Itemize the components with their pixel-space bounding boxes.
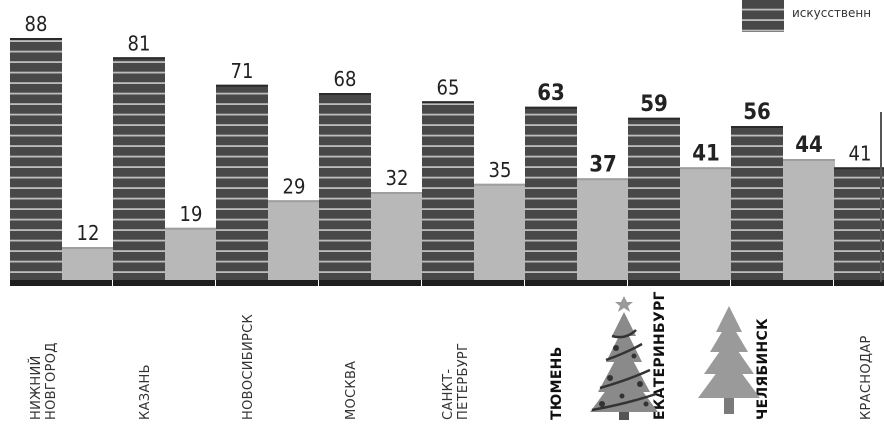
bar-series-2 bbox=[577, 178, 629, 280]
data-label: 68 bbox=[334, 67, 357, 91]
bar-series-1 bbox=[10, 38, 62, 280]
bar-series-1 bbox=[525, 106, 577, 280]
baseline-segment bbox=[216, 280, 318, 286]
bars-group: 88 12 81 19 71 29 68 32 65 35 63 37 59 41 56 44 41 bbox=[10, 12, 884, 286]
bar-series-1 bbox=[628, 117, 680, 280]
baseline-segment bbox=[628, 280, 730, 286]
category-label-line: КАЗАНЬ bbox=[138, 364, 153, 420]
data-label: 44 bbox=[795, 133, 823, 158]
bar-series-2 bbox=[268, 200, 320, 280]
bar-top-edge bbox=[113, 57, 165, 60]
category-label: НОВОСИБИРСК bbox=[241, 314, 256, 420]
data-label: 35 bbox=[489, 158, 512, 182]
bar-top-edge bbox=[628, 117, 680, 120]
category-label: КАЗАНЬ bbox=[138, 364, 153, 420]
category-label-line: ТЮМЕНЬ bbox=[549, 346, 565, 420]
bar-top-edge bbox=[422, 101, 474, 104]
bar-top-edge bbox=[731, 126, 783, 128]
bar-series-2 bbox=[680, 167, 732, 280]
bar-top-edge bbox=[10, 38, 62, 40]
bar-top-edge bbox=[834, 167, 884, 170]
bar-top-edge bbox=[783, 159, 835, 161]
category-label: ЧЕЛЯБИНСК bbox=[755, 318, 771, 420]
category-label-line: МОСКВА bbox=[344, 361, 359, 420]
data-label: 88 bbox=[25, 12, 48, 36]
bar-top-edge bbox=[525, 106, 577, 109]
partial-bar-edge bbox=[880, 112, 882, 282]
category-label-line: ЕКАТЕРИНБУРГ bbox=[652, 291, 668, 420]
data-label: 59 bbox=[640, 92, 668, 117]
category-label: САНКТ- ПЕТЕРБУРГ bbox=[441, 343, 471, 420]
data-label: 19 bbox=[180, 202, 203, 226]
data-label: 29 bbox=[283, 174, 306, 198]
category-label: МОСКВА bbox=[344, 361, 359, 420]
baseline-segment bbox=[731, 280, 833, 286]
category-label-line: САНКТ- bbox=[441, 369, 456, 420]
category-label-line: НИЖНИЙ bbox=[28, 355, 44, 420]
bar-top-edge bbox=[577, 178, 629, 181]
data-label: 56 bbox=[743, 100, 771, 125]
category-label: КРАСНОДАР bbox=[859, 335, 874, 420]
category-label-line: ПЕТЕРБУРГ bbox=[456, 343, 471, 420]
data-label: 37 bbox=[589, 152, 617, 177]
bar-series-2 bbox=[371, 192, 423, 280]
bar-series-1 bbox=[422, 101, 474, 280]
category-label: НИЖНИЙ НОВГОРОД bbox=[28, 342, 59, 420]
decorated-christmas-tree-icon bbox=[590, 296, 658, 420]
legend-label: искусственн bbox=[792, 6, 871, 20]
data-label: 71 bbox=[231, 59, 254, 83]
bar-top-edge bbox=[216, 84, 268, 87]
category-label-line: НОВГОРОД bbox=[44, 342, 59, 420]
baseline-segment bbox=[10, 280, 112, 286]
bar-series-1 bbox=[731, 126, 783, 280]
plain-christmas-tree-icon bbox=[698, 306, 760, 414]
bar-series-1 bbox=[113, 57, 165, 280]
bar-top-edge bbox=[165, 227, 217, 230]
bar-series-2 bbox=[62, 247, 114, 280]
bar-top-edge bbox=[474, 183, 526, 186]
data-label: 32 bbox=[386, 166, 409, 190]
category-label: ЕКАТЕРИНБУРГ bbox=[652, 291, 668, 420]
bar-series-1 bbox=[834, 167, 884, 280]
category-labels-group: НИЖНИЙ НОВГОРОД КАЗАНЬ НОВОСИБИРСК МОСКВА САН… bbox=[28, 291, 874, 420]
bar-series-1 bbox=[319, 93, 371, 280]
data-label: 63 bbox=[537, 81, 565, 106]
baseline-segment bbox=[319, 280, 421, 286]
bar-series-1 bbox=[216, 84, 268, 280]
bar-top-edge bbox=[680, 167, 732, 170]
category-label-line: НОВОСИБИРСК bbox=[241, 314, 256, 420]
data-label: 12 bbox=[77, 221, 100, 245]
category-label: ТЮМЕНЬ bbox=[549, 346, 565, 420]
bar-series-2 bbox=[165, 227, 217, 280]
legend-swatch bbox=[742, 0, 784, 32]
bar-series-2 bbox=[783, 159, 835, 280]
data-label: 81 bbox=[128, 31, 151, 55]
data-label: 41 bbox=[692, 141, 720, 166]
data-label: 65 bbox=[437, 75, 460, 99]
baseline-segment bbox=[113, 280, 215, 286]
bar-top-edge bbox=[268, 200, 320, 203]
legend: искусственн bbox=[742, 0, 871, 32]
bar-top-edge bbox=[319, 93, 371, 95]
bar-top-edge bbox=[371, 192, 423, 194]
baseline-segment bbox=[525, 280, 627, 286]
data-label: 41 bbox=[849, 141, 872, 165]
bar-top-edge bbox=[62, 247, 114, 249]
baseline-segment bbox=[834, 280, 884, 286]
baseline-segment bbox=[422, 280, 524, 286]
category-label-line: КРАСНОДАР bbox=[859, 335, 874, 420]
category-label-line: ЧЕЛЯБИНСК bbox=[755, 318, 771, 420]
bar-series-2 bbox=[474, 183, 526, 280]
